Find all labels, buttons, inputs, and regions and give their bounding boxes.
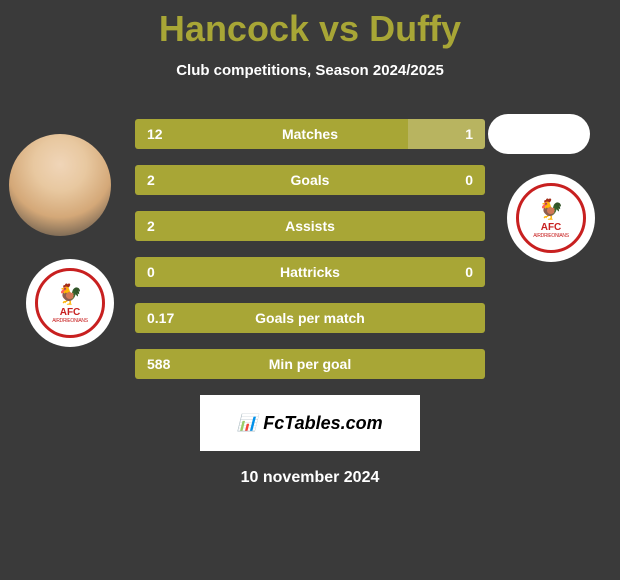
player-right-avatar	[488, 114, 590, 154]
stat-bar-hattricks: 0 0 Hattricks	[135, 257, 485, 287]
club-badge-left-inner: 🐓 AFC AIRDRIEONIANS	[35, 268, 105, 338]
stat-left-value: 2	[147, 172, 155, 188]
rooster-icon: 🐓	[58, 282, 83, 307]
vs-text: vs	[319, 8, 359, 49]
stat-right-value: 0	[465, 172, 473, 188]
stat-left-value: 0	[147, 264, 155, 280]
comparison-title: Hancock vs Duffy	[0, 0, 620, 50]
club-name-right: AIRDRIEONIANS	[533, 233, 569, 239]
stat-label-hattricks: Hattricks	[280, 264, 340, 280]
rooster-icon: 🐓	[539, 197, 564, 222]
stat-left-value: 12	[147, 126, 163, 142]
club-abbreviation-left: AFC	[60, 307, 81, 318]
club-badge-left: 🐓 AFC AIRDRIEONIANS	[26, 259, 114, 347]
date-text: 10 november 2024	[0, 469, 620, 487]
club-abbreviation-right: AFC	[541, 222, 562, 233]
stat-bar-matches: 12 1 Matches	[135, 119, 485, 149]
stat-left-value: 2	[147, 218, 155, 234]
branding-chart-icon: 📊	[237, 413, 257, 433]
stat-left-matches: 12	[135, 119, 408, 149]
stat-right-value: 0	[465, 264, 473, 280]
stat-left-value: 0.17	[147, 310, 174, 326]
player-right-name: Duffy	[369, 8, 461, 49]
player-left-avatar	[9, 134, 111, 236]
stat-label-gpm: Goals per match	[255, 310, 365, 326]
stat-right-value: 1	[465, 126, 473, 142]
stat-bar-assists: 2 Assists	[135, 211, 485, 241]
branding-text: FcTables.com	[263, 413, 382, 434]
club-badge-right-inner: 🐓 AFC AIRDRIEONIANS	[516, 183, 586, 253]
club-name-left: AIRDRIEONIANS	[52, 318, 88, 324]
stat-label-assists: Assists	[285, 218, 335, 234]
stat-bar-goals: 2 0 Goals	[135, 165, 485, 195]
branding-box[interactable]: 📊 FcTables.com	[200, 395, 420, 451]
stat-right-matches: 1	[408, 119, 485, 149]
stat-bars-container: 12 1 Matches 2 0 Goals 2 Assists 0 0	[135, 119, 485, 379]
content-area: 🐓 AFC AIRDRIEONIANS 🐓 AFC AIRDRIEONIANS …	[0, 119, 620, 487]
stat-left-value: 588	[147, 356, 170, 372]
stat-label-matches: Matches	[282, 126, 338, 142]
player-left-name: Hancock	[159, 8, 309, 49]
club-badge-right: 🐓 AFC AIRDRIEONIANS	[507, 174, 595, 262]
stat-label-goals: Goals	[291, 172, 330, 188]
subtitle-text: Club competitions, Season 2024/2025	[0, 62, 620, 79]
stat-bar-min-per-goal: 588 Min per goal	[135, 349, 485, 379]
stat-bar-goals-per-match: 0.17 Goals per match	[135, 303, 485, 333]
stat-label-mpg: Min per goal	[269, 356, 351, 372]
